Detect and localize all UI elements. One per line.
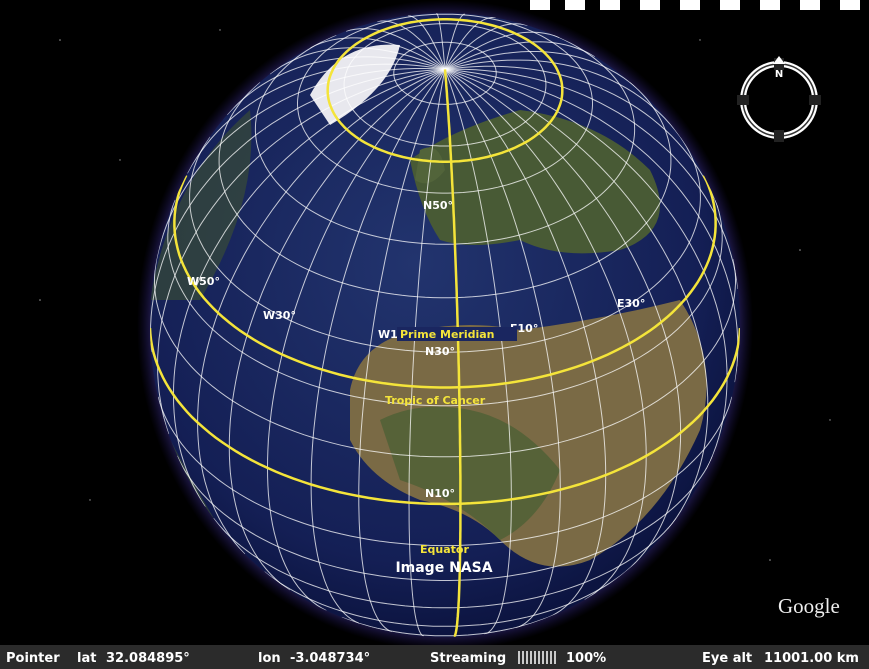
meridian bbox=[157, 68, 446, 435]
meridian bbox=[444, 23, 528, 70]
reference-parallel bbox=[173, 174, 717, 389]
prime-meridian bbox=[443, 69, 462, 637]
meridian bbox=[444, 68, 739, 290]
reference-parallel bbox=[150, 328, 740, 506]
line-label: Prime Meridian bbox=[400, 328, 495, 341]
meridian bbox=[444, 68, 739, 383]
stars bbox=[39, 29, 831, 561]
grid-label: N30° bbox=[425, 345, 455, 358]
imagery-credit: Image NASA bbox=[395, 560, 492, 576]
status-text: 100% bbox=[566, 651, 606, 666]
land bbox=[150, 44, 707, 567]
meridian bbox=[266, 69, 446, 612]
status-text: lat bbox=[77, 651, 96, 666]
grid-label: N10° bbox=[425, 487, 455, 500]
meridian bbox=[444, 65, 719, 208]
meridian bbox=[407, 15, 446, 70]
meridian bbox=[444, 13, 466, 70]
compass-arrow bbox=[773, 56, 785, 64]
grid-label: E10° bbox=[510, 322, 538, 335]
meridian bbox=[436, 13, 446, 70]
meridian bbox=[444, 69, 512, 635]
parallel bbox=[176, 455, 714, 581]
parallel bbox=[189, 136, 701, 353]
parallel bbox=[154, 259, 736, 458]
meridian bbox=[444, 68, 647, 601]
grid-label: W30° bbox=[263, 309, 296, 322]
graticule bbox=[150, 13, 740, 637]
meridian bbox=[269, 47, 446, 75]
status-text: lon bbox=[258, 651, 281, 666]
reference-lines bbox=[150, 18, 740, 637]
grid-label: W50° bbox=[187, 275, 220, 288]
logo: Google bbox=[778, 594, 840, 618]
parallel bbox=[218, 81, 672, 299]
meridian bbox=[310, 37, 446, 70]
compass-notch bbox=[809, 95, 821, 105]
grid-label: N50° bbox=[423, 199, 453, 212]
status-text: Pointer bbox=[6, 651, 60, 666]
meridian bbox=[444, 41, 596, 70]
meridian bbox=[444, 68, 682, 573]
meridian bbox=[345, 28, 446, 70]
status-text: -3.048734° bbox=[290, 651, 370, 666]
meridian bbox=[444, 51, 641, 92]
meridian bbox=[377, 20, 446, 70]
compass[interactable]: N bbox=[737, 56, 821, 142]
status-text: 32.084895° bbox=[106, 651, 190, 666]
status-text: 11001.00 km bbox=[764, 651, 859, 666]
parallel bbox=[167, 199, 723, 407]
compass-notch bbox=[774, 130, 784, 142]
meridian bbox=[444, 31, 560, 70]
status-text: Eye alt bbox=[702, 651, 752, 666]
meridian bbox=[444, 59, 681, 138]
meridian bbox=[172, 68, 446, 507]
meridian bbox=[226, 56, 446, 116]
line-label: Tropic of Cancer bbox=[385, 394, 486, 407]
label-backdrop bbox=[397, 327, 517, 341]
meridian bbox=[408, 69, 446, 637]
meridian bbox=[197, 68, 446, 555]
meridian bbox=[228, 68, 446, 591]
parallel bbox=[213, 517, 677, 609]
meridian bbox=[444, 68, 709, 530]
grid-label: E30° bbox=[617, 297, 645, 310]
meridian bbox=[444, 16, 496, 70]
meridian bbox=[444, 68, 728, 470]
compass-letter: N bbox=[775, 69, 783, 80]
meridian bbox=[150, 68, 446, 353]
compass-notch bbox=[737, 95, 749, 105]
line-label: Equator bbox=[420, 543, 469, 556]
parallel bbox=[264, 571, 626, 627]
status-bar bbox=[0, 645, 869, 669]
parallel bbox=[157, 396, 733, 547]
meridian bbox=[186, 63, 446, 174]
streaming-meter bbox=[518, 651, 556, 664]
top-bar-fragment bbox=[530, 0, 860, 10]
status-text: Streaming bbox=[430, 651, 506, 666]
